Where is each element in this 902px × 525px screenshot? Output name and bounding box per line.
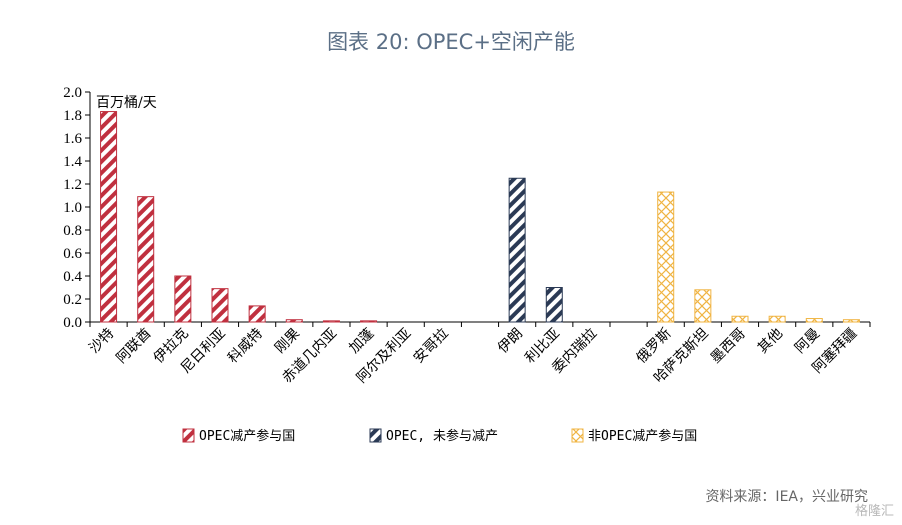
category-label: 沙特 bbox=[86, 326, 117, 357]
category-label: 墨西哥 bbox=[708, 326, 749, 367]
bar-尼日利亚 bbox=[211, 288, 229, 323]
category-label: 科威特 bbox=[225, 326, 266, 367]
y-tick-label: 0.2 bbox=[63, 292, 82, 308]
legend-label: 非OPEC减产参与国 bbox=[588, 428, 697, 444]
legend-swatch bbox=[571, 428, 584, 443]
legend-swatch bbox=[182, 428, 195, 443]
bar-哈萨克斯坦 bbox=[694, 289, 712, 323]
bar-伊拉克 bbox=[174, 275, 192, 323]
bar-沙特 bbox=[100, 111, 118, 323]
y-tick-label: 1.2 bbox=[63, 177, 82, 193]
y-tick-label: 1.4 bbox=[63, 154, 82, 170]
y-tick-label: 1.8 bbox=[63, 108, 82, 124]
y-tick-label: 0.8 bbox=[63, 223, 82, 239]
bar-刚果 bbox=[285, 319, 303, 323]
category-label: 刚果 bbox=[272, 326, 303, 357]
bar-加蓬 bbox=[360, 320, 378, 323]
y-axis-unit-label: 百万桶/天 bbox=[96, 95, 157, 111]
y-tick-label: 0.0 bbox=[63, 315, 82, 331]
category-label: 加蓬 bbox=[346, 326, 377, 357]
category-label: 安哥拉 bbox=[411, 326, 452, 367]
bar-俄罗斯 bbox=[657, 191, 675, 323]
legend: OPEC减产参与国 OPEC, 未参与减产 非OPEC减产参与国 bbox=[182, 428, 697, 444]
y-tick-label: 0.4 bbox=[63, 269, 82, 285]
category-label: 阿联酋 bbox=[113, 325, 155, 367]
bar-科威特 bbox=[248, 305, 266, 323]
category-label: 其他 bbox=[755, 326, 786, 357]
bar-阿塞拜疆 bbox=[842, 319, 860, 323]
y-tick-label: 1.6 bbox=[63, 131, 82, 147]
bar-墨西哥 bbox=[731, 315, 749, 323]
chart-title: 图表 20: OPEC+空闲产能 bbox=[327, 30, 575, 54]
category-label: 阿曼 bbox=[792, 326, 823, 357]
legend-swatch bbox=[369, 428, 382, 443]
category-label: 伊朗 bbox=[495, 326, 526, 357]
watermark-logo: 格隆汇 bbox=[854, 504, 894, 519]
bar-其他 bbox=[768, 315, 786, 323]
bar-伊朗 bbox=[508, 177, 526, 323]
bars bbox=[100, 111, 860, 323]
bar-阿联酋 bbox=[137, 196, 155, 323]
bar-赤道几内亚 bbox=[322, 320, 340, 323]
y-tick-label: 2.0 bbox=[63, 85, 82, 101]
axes: 0.0 0.2 0.4 0.6 0.8 1.0 1.2 1.4 1.6 1.8 2.0 百万桶/天 bbox=[63, 85, 871, 331]
legend-label: OPEC, 未参与减产 bbox=[386, 428, 498, 444]
y-tick-label: 1.0 bbox=[63, 200, 82, 216]
source-note: 资料来源：IEA，兴业研究 bbox=[705, 489, 868, 505]
bar-阿曼 bbox=[805, 318, 823, 323]
bar-利比亚 bbox=[545, 287, 563, 323]
legend-label: OPEC减产参与国 bbox=[199, 428, 295, 444]
y-tick-label: 0.6 bbox=[63, 246, 82, 262]
